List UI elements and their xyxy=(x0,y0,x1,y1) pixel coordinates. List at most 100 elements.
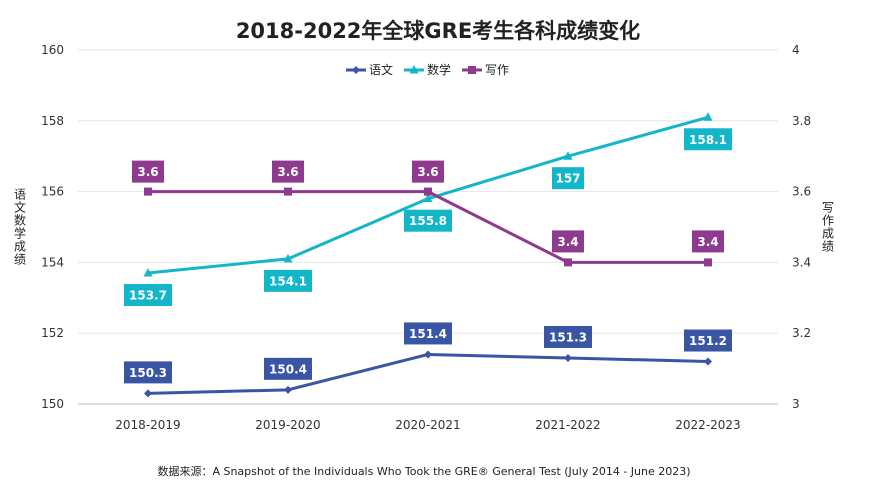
data-label-box xyxy=(684,128,732,151)
data-point xyxy=(144,389,152,398)
data-label-box xyxy=(132,160,164,183)
x-tick-label: 2020-2021 xyxy=(395,418,460,432)
data-label: 150.3 xyxy=(124,361,172,384)
right-tick-label: 3.8 xyxy=(792,114,811,128)
legend-item: 语文 xyxy=(346,62,393,77)
data-point xyxy=(564,258,572,267)
data-label-box xyxy=(264,357,312,380)
left-tick-label: 150 xyxy=(41,397,64,411)
data-label-text: 158.1 xyxy=(689,133,727,147)
legend-item: 写作 xyxy=(462,63,509,77)
data-label-text: 154.1 xyxy=(269,274,307,288)
data-label-box xyxy=(552,167,584,190)
data-point xyxy=(284,385,292,394)
data-label-text: 151.3 xyxy=(549,330,587,344)
x-tick-label: 2018-2019 xyxy=(115,418,180,432)
right-tick-label: 3.4 xyxy=(792,255,811,269)
left-y-axis-ticks: 150 152 154 156 158 160 xyxy=(41,43,64,411)
x-axis-ticks: 2018-2019 2019-2020 2020-2021 2021-2022 2022… xyxy=(115,418,740,432)
left-tick-label: 152 xyxy=(41,326,64,340)
legend: 语文 数学 写作 xyxy=(346,62,509,77)
right-tick-label: 3 xyxy=(792,397,800,411)
left-tick-label: 156 xyxy=(41,185,64,199)
right-tick-label: 3.2 xyxy=(792,326,811,340)
left-tick-label: 158 xyxy=(41,114,64,128)
data-label-text: 150.3 xyxy=(129,366,167,380)
right-y-axis-ticks: 3 3.2 3.4 3.6 3.8 4 xyxy=(792,43,811,411)
data-label-text: 150.4 xyxy=(269,362,307,376)
data-label-text: 3.6 xyxy=(277,165,298,179)
series-语文 xyxy=(144,350,712,398)
data-point xyxy=(704,357,712,366)
data-point xyxy=(409,65,419,74)
legend-item: 数学 xyxy=(404,62,451,77)
data-label: 3.4 xyxy=(692,230,724,253)
data-label-box xyxy=(692,230,724,253)
data-point xyxy=(143,268,153,277)
series-写作 xyxy=(144,187,712,267)
source-note: 数据来源：A Snapshot of the Individuals Who T… xyxy=(157,464,690,478)
data-label-box xyxy=(412,160,444,183)
data-label: 154.1 xyxy=(264,269,312,292)
legend-label: 数学 xyxy=(427,62,451,77)
data-label-box xyxy=(684,329,732,352)
x-tick-label: 2021-2022 xyxy=(535,418,600,432)
data-label-text: 3.4 xyxy=(697,235,718,249)
data-label: 153.7 xyxy=(124,284,172,307)
data-point xyxy=(144,187,152,196)
series-line xyxy=(147,352,709,395)
series-layer xyxy=(143,112,713,398)
data-label-box xyxy=(272,160,304,183)
left-tick-label: 154 xyxy=(41,255,64,269)
x-tick-label: 2022-2023 xyxy=(675,418,740,432)
data-label-text: 3.4 xyxy=(557,235,578,249)
x-tick-label: 2019-2020 xyxy=(255,418,320,432)
data-label-text: 155.8 xyxy=(409,214,447,228)
data-label-box xyxy=(404,209,452,232)
data-label-text: 151.4 xyxy=(409,327,447,341)
data-point xyxy=(283,253,293,263)
data-label: 158.1 xyxy=(684,128,732,151)
data-label: 3.6 xyxy=(272,160,304,183)
data-label-box xyxy=(124,361,172,384)
data-label-box xyxy=(264,269,312,292)
right-tick-label: 3.6 xyxy=(792,185,811,199)
data-label: 151.4 xyxy=(404,322,452,345)
data-label-box xyxy=(404,322,452,345)
data-label-text: 3.6 xyxy=(417,165,438,179)
data-label-box xyxy=(544,325,592,348)
data-label-text: 157 xyxy=(555,172,580,186)
data-point xyxy=(424,187,432,196)
data-label-text: 151.2 xyxy=(689,334,727,348)
data-label: 3.6 xyxy=(132,160,164,183)
data-point xyxy=(468,66,476,74)
data-point xyxy=(704,258,712,267)
left-axis-title: 语文数学成绩 xyxy=(14,188,26,267)
data-point xyxy=(564,353,572,362)
right-tick-label: 4 xyxy=(792,43,800,57)
data-label: 151.2 xyxy=(684,329,732,352)
data-point xyxy=(424,350,432,359)
legend-label: 写作 xyxy=(485,63,509,77)
data-label: 150.4 xyxy=(264,357,312,380)
right-axis-title: 写作成绩 xyxy=(822,201,834,254)
data-label-box xyxy=(552,230,584,253)
left-tick-label: 160 xyxy=(41,43,64,57)
data-label-box xyxy=(124,284,172,307)
data-label: 151.3 xyxy=(544,325,592,348)
data-point xyxy=(563,151,573,160)
data-point xyxy=(423,193,433,203)
data-point xyxy=(284,187,292,196)
data-label-text: 153.7 xyxy=(129,289,167,303)
data-point xyxy=(352,66,360,74)
data-label-text: 3.6 xyxy=(137,165,158,179)
data-label: 3.6 xyxy=(412,160,444,183)
legend-label: 语文 xyxy=(369,62,393,77)
data-label: 157 xyxy=(552,167,584,190)
chart-title: 2018-2022年全球GRE考生各科成绩变化 xyxy=(236,19,640,43)
data-label: 3.4 xyxy=(552,230,584,253)
series-数学 xyxy=(143,112,713,277)
data-label: 155.8 xyxy=(404,209,452,232)
